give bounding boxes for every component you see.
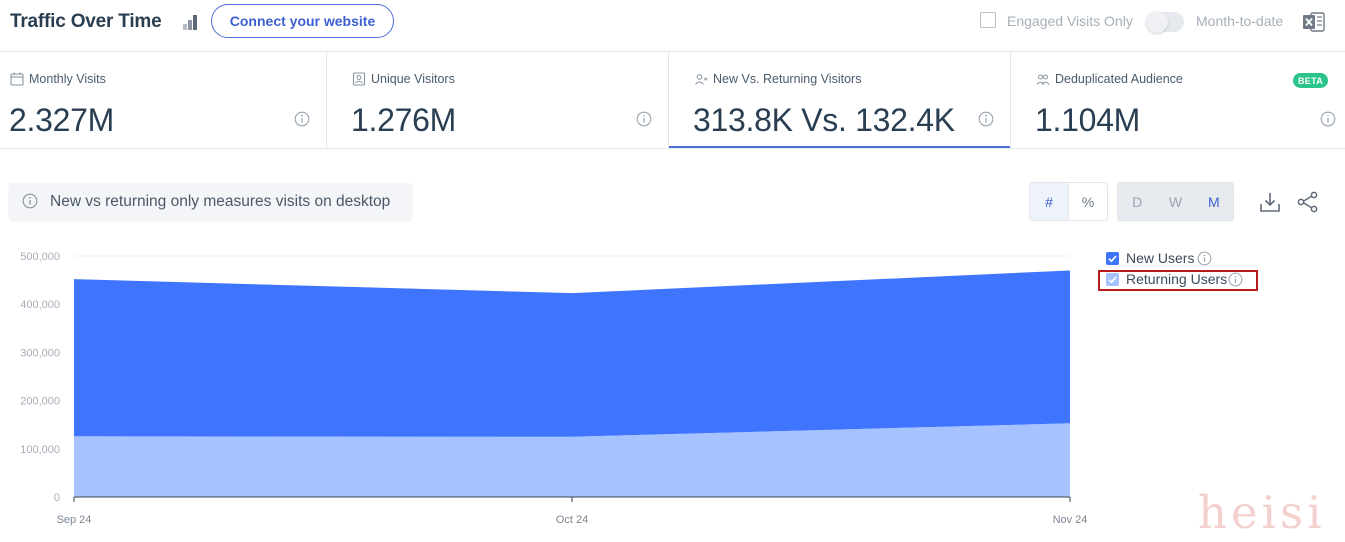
metric-value: 2.327M: [9, 102, 114, 138]
y-tick-label: 100,000: [20, 444, 60, 456]
legend-checkbox-new-users[interactable]: [1106, 252, 1119, 265]
header-divider: [0, 51, 1345, 52]
beta-badge: BETA: [1293, 73, 1328, 88]
info-icon: [22, 193, 38, 209]
y-tick-label: 500,000: [20, 251, 60, 263]
share-icon[interactable]: [1296, 190, 1320, 214]
granularity-day-option[interactable]: D: [1132, 193, 1143, 210]
person-badge-icon: [352, 72, 366, 86]
legend-checkbox-returning-users[interactable]: [1106, 273, 1119, 286]
engaged-visits-checkbox[interactable]: [980, 12, 996, 28]
metric-label: Monthly Visits: [29, 72, 106, 86]
tab-unique-visitors[interactable]: Unique Visitors 1.276M: [327, 52, 668, 148]
info-icon[interactable]: [1197, 251, 1212, 266]
x-tick-label: Nov 24: [1053, 514, 1088, 526]
granularity-month-option[interactable]: M: [1207, 193, 1220, 210]
area-series-new-users[interactable]: [74, 270, 1070, 437]
notice-text: New vs returning only measures visits on…: [50, 193, 391, 210]
unit-percent-option[interactable]: %: [1068, 183, 1107, 220]
y-tick-label: 400,000: [20, 299, 60, 311]
y-tick-label: 0: [54, 492, 60, 504]
granularity-week-option[interactable]: W: [1168, 193, 1183, 210]
info-icon[interactable]: [1228, 272, 1243, 287]
calendar-icon: [10, 72, 24, 86]
download-icon[interactable]: [1258, 190, 1282, 214]
unit-number-option[interactable]: #: [1030, 183, 1068, 220]
tab-new-vs-returning[interactable]: New Vs. Returning Visitors 313.8K Vs. 13…: [669, 52, 1010, 148]
check-icon: [1108, 255, 1117, 263]
connect-website-button[interactable]: Connect your website: [211, 4, 394, 38]
watermark: heisi: [1198, 486, 1326, 539]
unit-toggle: # %: [1029, 182, 1108, 221]
info-icon[interactable]: [978, 111, 994, 127]
metric-label: New Vs. Returning Visitors: [713, 72, 862, 86]
tab-divider: [1010, 52, 1011, 148]
x-tick-label: Oct 24: [556, 514, 588, 526]
legend-label-returning-users[interactable]: Returning Users: [1126, 271, 1228, 287]
tab-divider: [326, 52, 327, 148]
granularity-toggle: D W M: [1117, 182, 1234, 221]
info-icon[interactable]: [636, 111, 652, 127]
page-title: Traffic Over Time: [10, 11, 162, 32]
y-tick-label: 300,000: [20, 347, 60, 359]
metric-value: 1.276M: [351, 102, 456, 138]
metric-value: 1.104M: [1035, 102, 1140, 138]
tab-divider: [668, 52, 669, 148]
area-series-returning-users[interactable]: [74, 423, 1070, 497]
engaged-visits-label[interactable]: Engaged Visits Only: [1007, 13, 1133, 29]
active-tab-indicator: [669, 146, 1010, 148]
month-to-date-label: Month-to-date: [1196, 13, 1284, 29]
users-icon: [1036, 74, 1050, 85]
tabs-divider: [0, 148, 1345, 149]
info-icon[interactable]: [294, 111, 310, 127]
tab-deduplicated-audience[interactable]: Deduplicated Audience 1.104M: [1011, 52, 1345, 148]
desktop-only-notice: New vs returning only measures visits on…: [9, 183, 412, 220]
metric-label: Unique Visitors: [371, 72, 455, 86]
excel-export-icon[interactable]: [1302, 10, 1326, 34]
check-icon: [1108, 276, 1117, 284]
add-user-icon: [695, 74, 708, 85]
month-to-date-toggle-knob[interactable]: [1146, 11, 1168, 33]
traffic-area-chart: 0 100,000 200,000 300,000 400,000 500,000 Sep…: [20, 251, 1088, 526]
legend-highlight-box: [1098, 270, 1258, 291]
metric-label: Deduplicated Audience: [1055, 72, 1183, 86]
x-tick-label: Sep 24: [57, 514, 92, 526]
tab-monthly-visits[interactable]: Monthly Visits 2.327M: [0, 52, 326, 148]
legend-label-new-users[interactable]: New Users: [1126, 250, 1195, 266]
metric-value: 313.8K Vs. 132.4K: [693, 102, 955, 138]
info-icon[interactable]: [1320, 111, 1336, 127]
y-tick-label: 200,000: [20, 396, 60, 408]
rank-bars-icon[interactable]: [182, 14, 202, 30]
